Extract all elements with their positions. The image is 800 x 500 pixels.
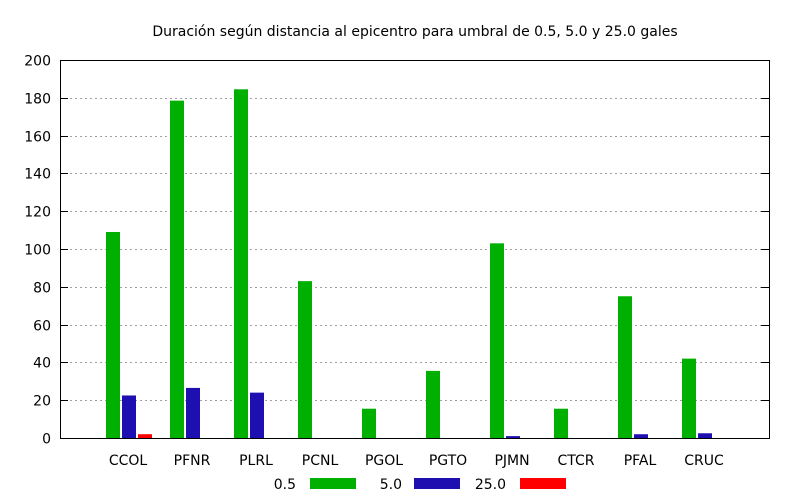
y-tick-label: 100 <box>24 243 51 259</box>
legend-swatch <box>414 478 460 489</box>
y-tick-label: 60 <box>33 319 51 335</box>
y-tick-label: 120 <box>24 205 51 221</box>
legend-swatch <box>520 478 566 489</box>
x-tick-label: PFAL <box>624 453 657 469</box>
bar-pfnr-0.5 <box>170 100 184 438</box>
bar-pgol-0.5 <box>362 408 376 438</box>
x-axis-ticks: CCOL PFNR PLRL PCNL PGOL PGTO PJMN CTCR PFAL CRUC <box>109 453 724 469</box>
bar-pcnl-0.5 <box>298 281 312 438</box>
x-tick-label: PLRL <box>239 453 273 469</box>
bar-ccol-5.0 <box>122 395 136 438</box>
bar-cruc-0.5 <box>682 358 696 438</box>
bar-ccol-0.5 <box>106 231 120 438</box>
bar-ccol-25.0 <box>138 434 152 438</box>
y-axis-ticks: 0 20 40 60 80 100 120 140 160 180 200 <box>24 54 769 448</box>
bar-plrl-5.0 <box>250 392 264 438</box>
x-tick-label: CTCR <box>557 453 594 469</box>
chart-title: Duración según distancia al epicentro pa… <box>152 24 677 40</box>
legend-swatch <box>310 478 356 489</box>
x-tick-label: PJMN <box>494 453 529 469</box>
y-tick-label: 20 <box>33 394 51 410</box>
y-tick-label: 180 <box>24 92 51 108</box>
y-tick-label: 140 <box>24 167 51 183</box>
y-tick-label: 0 <box>42 432 51 448</box>
x-tick-label: PCNL <box>302 453 339 469</box>
legend-label: 0.5 <box>274 477 296 493</box>
y-tick-label: 160 <box>24 130 51 146</box>
bar-pfnr-5.0 <box>186 387 200 438</box>
x-tick-label: PFNR <box>174 453 211 469</box>
bars <box>106 89 712 439</box>
bar-cruc-5.0 <box>698 433 712 438</box>
x-tick-label: CCOL <box>109 453 148 469</box>
legend: 0.5 5.0 25.0 <box>274 477 566 493</box>
legend-label: 5.0 <box>380 477 402 493</box>
bar-pfal-0.5 <box>618 296 632 438</box>
bar-pfal-5.0 <box>634 434 648 438</box>
bar-plrl-0.5 <box>234 89 248 439</box>
legend-label: 25.0 <box>475 477 506 493</box>
x-tick-label: CRUC <box>684 453 724 469</box>
bar-pgto-0.5 <box>426 370 440 438</box>
grid-lines <box>60 98 769 401</box>
bar-ctcr-0.5 <box>554 408 568 438</box>
y-tick-label: 80 <box>33 281 51 297</box>
y-tick-label: 40 <box>33 356 51 372</box>
bar-pjmn-0.5 <box>490 243 504 438</box>
x-tick-label: PGOL <box>365 453 403 469</box>
x-tick-label: PGTO <box>429 453 467 469</box>
y-tick-label: 200 <box>24 54 51 70</box>
bar-pjmn-5.0 <box>506 436 520 438</box>
